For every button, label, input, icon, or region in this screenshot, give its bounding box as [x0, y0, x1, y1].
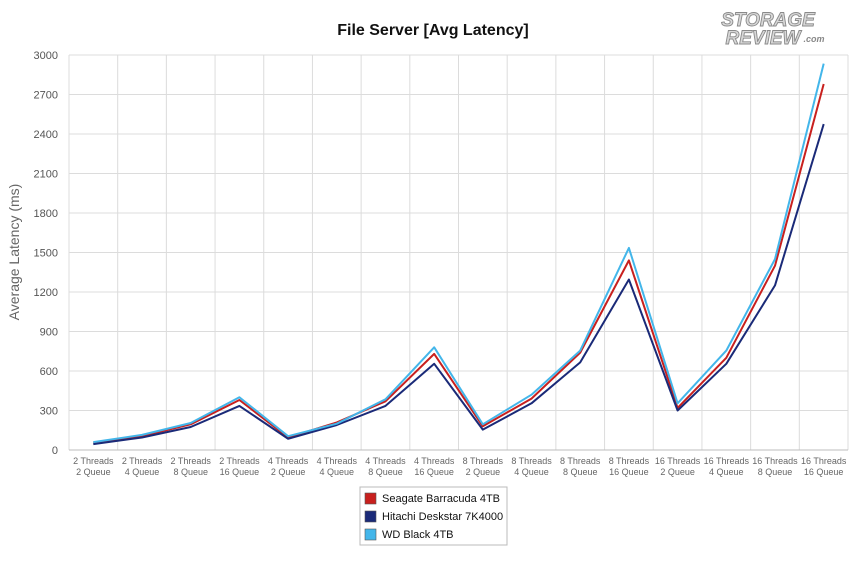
y-tick-label: 300 [40, 406, 58, 418]
x-tick-label: 2 Threads 8 Queue [171, 456, 212, 477]
x-tick-label: 2 Threads 2 Queue [73, 456, 114, 477]
x-tick-label: 16 Threads 4 Queue [704, 456, 750, 477]
x-tick-label: 4 Threads 16 Queue [414, 456, 455, 477]
x-tick-label: 4 Threads 4 Queue [317, 456, 358, 477]
y-tick-label: 0 [52, 445, 58, 457]
series-line-wd-black-4tb [93, 63, 825, 444]
legend-swatch [364, 510, 377, 523]
legend-label: Seagate Barracuda 4TB [382, 493, 500, 505]
legend-label: Hitachi Deskstar 7K4000 [382, 511, 503, 523]
grid [68, 54, 849, 451]
series-line-seagate-barracuda-4tb [93, 83, 825, 444]
x-tick-label: 8 Threads 8 Queue [560, 456, 601, 477]
y-tick-label: 2400 [34, 129, 58, 141]
x-tick-label: 4 Threads 2 Queue [268, 456, 309, 477]
x-tick-label: 16 Threads 8 Queue [752, 456, 798, 477]
y-axis-ticks: 0 300 600 900 1200 1500 1800 2100 2400 2700 3000 [34, 50, 58, 457]
logo-line1: STORAGE [721, 10, 816, 31]
legend-swatch [364, 528, 377, 541]
x-tick-label: 4 Threads 8 Queue [365, 456, 406, 477]
y-axis-label: Average Latency (ms) [6, 184, 22, 321]
legend: Seagate Barracuda 4TB Hitachi Deskstar 7K… [359, 486, 508, 546]
x-axis-ticks: 2 Threads 2 Queue 2 Threads 4 Queue 2 Thread… [73, 456, 847, 477]
legend-box [359, 486, 508, 546]
y-tick-label: 1500 [34, 248, 58, 260]
x-tick-label: 8 Threads 2 Queue [463, 456, 504, 477]
legend-swatch [364, 492, 377, 505]
y-tick-label: 3000 [34, 50, 58, 62]
y-tick-label: 1200 [34, 287, 58, 299]
x-tick-label: 16 Threads 2 Queue [655, 456, 701, 477]
series-lines [93, 63, 825, 446]
x-tick-label: 2 Threads 4 Queue [122, 456, 163, 477]
y-tick-label: 2700 [34, 90, 58, 102]
x-tick-label: 8 Threads 4 Queue [511, 456, 552, 477]
series-line-hitachi-deskstar-7k4000 [93, 123, 825, 446]
storagereview-logo: STORAGE REVIEW .com [721, 10, 825, 50]
y-tick-label: 900 [40, 327, 58, 339]
x-tick-label: 16 Threads 16 Queue [801, 456, 847, 477]
x-tick-label: 8 Threads 16 Queue [609, 456, 650, 477]
chart-title: File Server [Avg Latency] [337, 22, 528, 39]
y-tick-label: 2100 [34, 169, 58, 181]
logo-suffix: .com [803, 34, 824, 44]
y-tick-label: 600 [40, 366, 58, 378]
x-tick-label: 2 Threads 16 Queue [219, 456, 260, 477]
legend-label: WD Black 4TB [382, 529, 454, 541]
y-tick-label: 1800 [34, 208, 58, 220]
logo-line2: REVIEW [726, 28, 803, 49]
